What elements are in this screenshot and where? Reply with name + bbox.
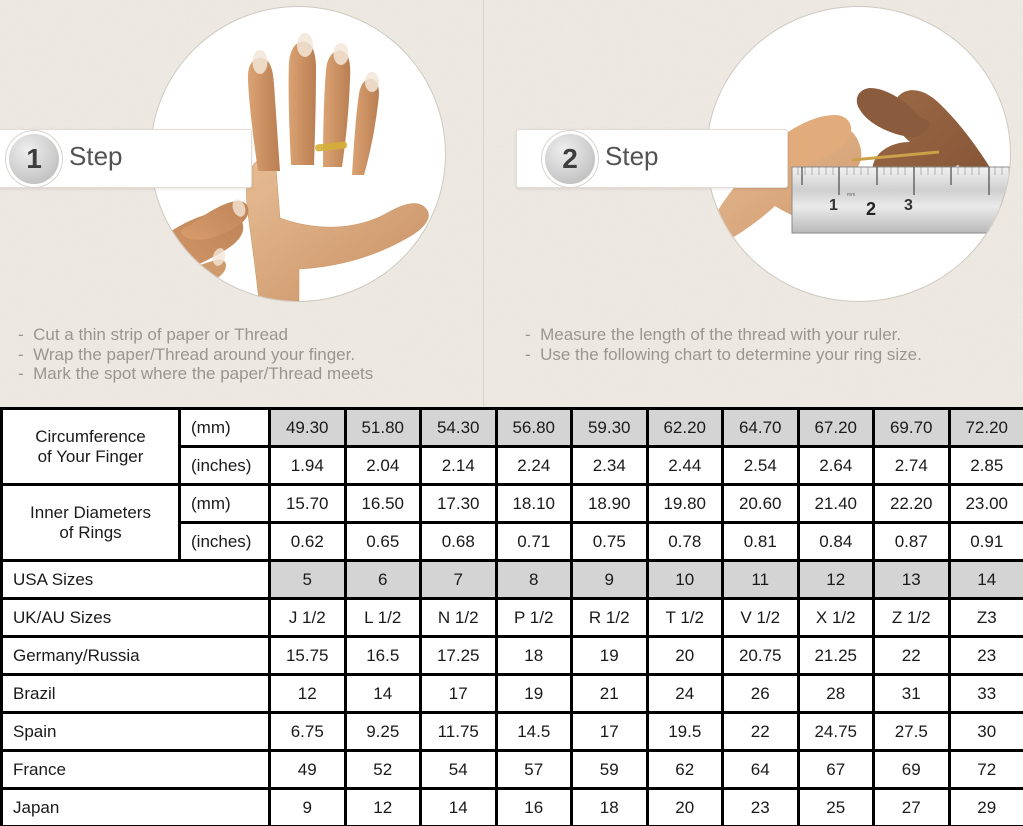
svg-text:1: 1 [829,197,838,214]
svg-text:mm: mm [847,192,855,198]
svg-text:2: 2 [866,199,876,219]
svg-text:3: 3 [904,197,913,214]
